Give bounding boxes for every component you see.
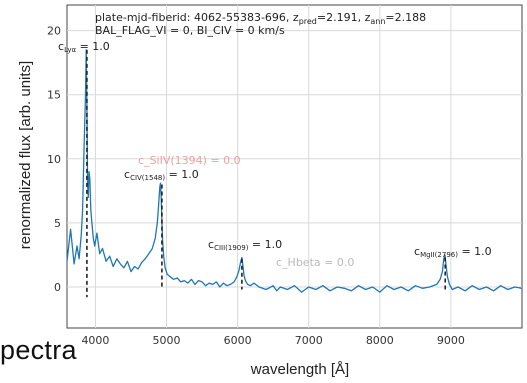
x-axis-label: wavelength [Å] [250, 361, 349, 378]
annotation-siiv: c_SiIV(1394) = 0.0 [138, 154, 241, 167]
y-tick-label: 15 [47, 89, 61, 102]
annotation-ciii: cCIII(1909) = 1.0 [208, 238, 282, 252]
annotation-hbeta: c_Hbeta = 0.0 [276, 256, 354, 269]
title-prefix: plate-mjd-fiberid: 4062-55383-696, z [95, 11, 299, 24]
slide-text-fragment: pectra [0, 335, 77, 365]
y-tick-label: 20 [47, 25, 61, 38]
chart-title-line-1: plate-mjd-fiberid: 4062-55383-696, zpred… [95, 11, 426, 26]
title-pred-sub: pred [299, 17, 317, 26]
annotation-lya: cLyα = 1.0 [58, 40, 110, 54]
tick-labels: 4000 5000 6000 7000 8000 9000 0 5 10 15 20 [47, 25, 465, 347]
y-tick-label: 0 [54, 281, 61, 294]
plot-area [66, 4, 523, 329]
x-tick-label: 5000 [153, 334, 181, 347]
title-pred-eq: =2.191, z [317, 11, 371, 24]
x-tick-label: 7000 [295, 334, 323, 347]
title-ann-sub: ann [370, 17, 385, 26]
y-axis-label: renormalized flux [arb. units] [17, 61, 34, 249]
chart-title-line-2: BAL_FLAG_VI = 0, BI_CIV = 0 km/s [95, 24, 285, 37]
line-markers [86, 49, 447, 298]
annotation-mgii: cMgII(2796) = 1.0 [414, 245, 492, 259]
x-tick-label: 4000 [81, 334, 109, 347]
series-layer [66, 49, 523, 293]
annotation-civ: cCIV(1548) = 1.0 [124, 168, 199, 182]
grid [67, 5, 522, 328]
y-tick-label: 10 [47, 153, 61, 166]
x-tick-label: 8000 [366, 334, 394, 347]
y-tick-label: 5 [54, 217, 61, 230]
title-ann-eq: =2.188 [385, 11, 426, 24]
spectrum-line [66, 49, 523, 293]
x-tick-label: 6000 [224, 334, 252, 347]
x-tick-label: 9000 [437, 334, 465, 347]
